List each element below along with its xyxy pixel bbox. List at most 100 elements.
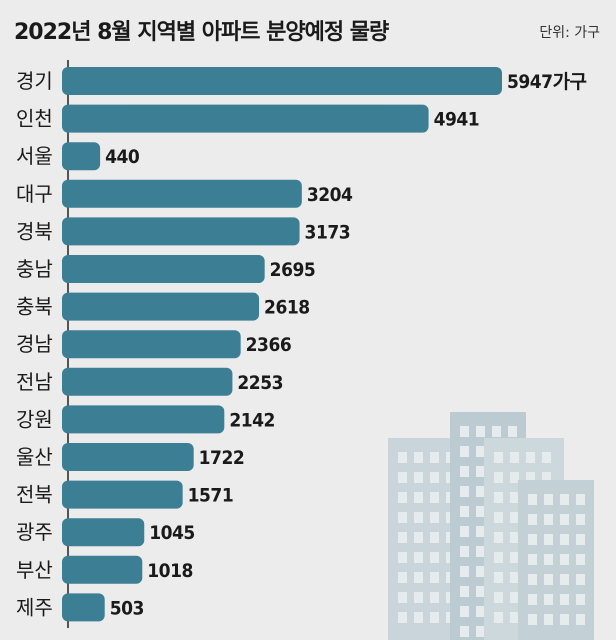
building-window	[508, 426, 517, 437]
building-window	[430, 452, 439, 463]
building-window	[430, 552, 439, 563]
bar-광주	[62, 518, 145, 547]
building-window	[494, 452, 503, 463]
building-window	[544, 534, 553, 545]
value-label: 5947가구	[507, 71, 587, 93]
building-window	[460, 606, 469, 617]
category-label: 대구	[16, 182, 53, 206]
bar-제주	[62, 593, 105, 622]
bar-울산	[62, 443, 194, 471]
value-label: 503	[110, 597, 144, 619]
building-window	[510, 532, 519, 543]
building-window	[510, 552, 519, 563]
building-window	[510, 472, 519, 483]
chart-title: 2022년 8월 지역별 아파트 분양예정 물량	[14, 20, 389, 45]
building-window	[510, 492, 519, 503]
building-window	[476, 486, 485, 497]
category-label: 전남	[16, 370, 53, 394]
building-window	[398, 612, 407, 623]
building-window	[430, 612, 439, 623]
building-window	[476, 586, 485, 597]
bar-서울	[62, 142, 101, 171]
value-label: 2142	[229, 409, 275, 431]
building-window	[528, 534, 537, 545]
building-window	[460, 486, 469, 497]
category-label: 제주	[16, 595, 53, 619]
value-label: 1571	[188, 485, 234, 507]
category-label: 인천	[16, 107, 53, 131]
building-window	[460, 626, 469, 637]
value-label: 1722	[199, 447, 245, 469]
building-window	[398, 512, 407, 523]
building-window	[544, 614, 553, 625]
building-window	[544, 594, 553, 605]
building-window	[476, 606, 485, 617]
building-window	[576, 574, 585, 585]
category-label: 충북	[16, 295, 53, 319]
building-window	[560, 494, 569, 505]
building-window	[460, 566, 469, 577]
building-window	[460, 526, 469, 537]
bar-인천	[62, 104, 429, 133]
building-window	[430, 572, 439, 583]
building-window	[460, 546, 469, 557]
value-label: 1045	[149, 522, 195, 544]
building-window	[494, 592, 503, 603]
value-label: 2366	[246, 334, 292, 356]
bar-경북	[62, 217, 300, 246]
category-label: 전북	[16, 483, 53, 507]
building-window	[476, 506, 485, 517]
building-window	[560, 614, 569, 625]
building-window	[414, 552, 423, 563]
building-window	[576, 534, 585, 545]
category-label: 강원	[16, 407, 53, 431]
building-window	[430, 592, 439, 603]
building-window	[398, 472, 407, 483]
building-window	[510, 452, 519, 463]
building-window	[476, 626, 485, 637]
building-window	[414, 472, 423, 483]
building-window	[398, 532, 407, 543]
building-window	[494, 532, 503, 543]
building-window	[494, 512, 503, 523]
value-label: 4941	[434, 109, 480, 131]
building-window	[476, 546, 485, 557]
building-window	[430, 472, 439, 483]
building-window	[460, 446, 469, 457]
category-label: 광주	[16, 520, 53, 544]
building-window	[398, 492, 407, 503]
value-label: 2253	[237, 372, 283, 394]
bar-대구	[62, 179, 302, 208]
building-window	[492, 426, 501, 437]
bar-전남	[62, 367, 233, 396]
building-window	[460, 506, 469, 517]
category-label: 서울	[16, 144, 53, 168]
building-window	[528, 494, 537, 505]
bar-충북	[62, 292, 260, 321]
building-window	[398, 572, 407, 583]
building-window	[528, 574, 537, 585]
building-window	[510, 572, 519, 583]
unit-label: 단위: 가구	[539, 25, 600, 41]
category-label: 충남	[16, 257, 53, 281]
building-window	[430, 532, 439, 543]
building-window	[476, 446, 485, 457]
building-window	[526, 472, 535, 483]
value-label: 2618	[264, 297, 310, 319]
value-label: 1018	[147, 560, 193, 582]
building-window	[460, 426, 469, 437]
building-window	[576, 514, 585, 525]
building-window	[576, 494, 585, 505]
value-label: 3173	[305, 221, 351, 243]
building-window	[414, 532, 423, 543]
building-window	[476, 426, 485, 437]
building-window	[430, 492, 439, 503]
building-window	[414, 492, 423, 503]
value-label: 3204	[307, 184, 353, 206]
building-window	[494, 572, 503, 583]
building-window	[494, 472, 503, 483]
building-window	[544, 554, 553, 565]
bar-경기	[62, 67, 502, 95]
building-window	[414, 592, 423, 603]
